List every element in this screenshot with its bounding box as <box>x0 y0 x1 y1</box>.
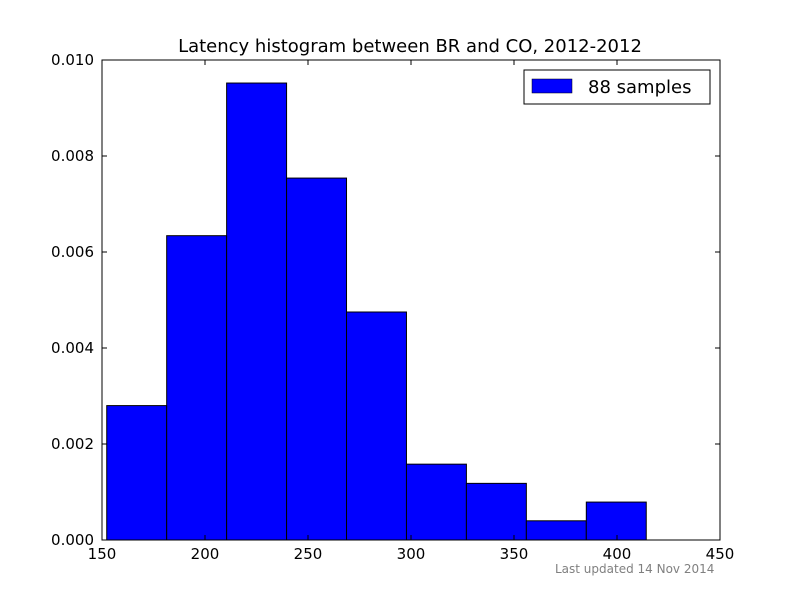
histogram-bar <box>166 235 228 541</box>
y-tick-label: 0.006 <box>51 243 94 261</box>
y-tick-label: 0.008 <box>51 147 94 165</box>
x-tick-label: 200 <box>191 545 220 563</box>
legend: 88 samples <box>523 69 711 105</box>
bars-group <box>106 82 647 541</box>
histogram-bar <box>525 520 587 541</box>
x-tick-label: 150 <box>88 545 117 563</box>
histogram-bar <box>465 482 527 541</box>
x-tick-label: 250 <box>294 545 323 563</box>
y-tick-label: 0.004 <box>51 339 94 357</box>
y-tick-label: 0.010 <box>51 51 94 69</box>
x-tick-label: 300 <box>397 545 426 563</box>
histogram-bar <box>286 177 348 541</box>
ticks-group: 150 200 250 300 350 400 450 0.000 0.002 0.004 0.00… <box>51 51 734 563</box>
histogram-bar <box>226 82 288 541</box>
chart-title: Latency histogram between BR and CO, 201… <box>178 36 642 57</box>
x-tick-label: 450 <box>706 545 735 563</box>
histogram-bar <box>346 311 407 541</box>
legend-label: 88 samples <box>588 77 691 98</box>
x-tick-label: 400 <box>603 545 632 563</box>
y-tick-label: 0.000 <box>51 531 94 549</box>
histogram-bar <box>405 463 467 541</box>
x-tick-label: 350 <box>500 545 529 563</box>
last-updated-note: Last updated 14 Nov 2014 <box>555 562 715 576</box>
y-tick-label: 0.002 <box>51 435 94 453</box>
legend-swatch <box>531 78 573 94</box>
histogram-bar <box>585 501 647 541</box>
histogram-bar <box>106 405 168 541</box>
